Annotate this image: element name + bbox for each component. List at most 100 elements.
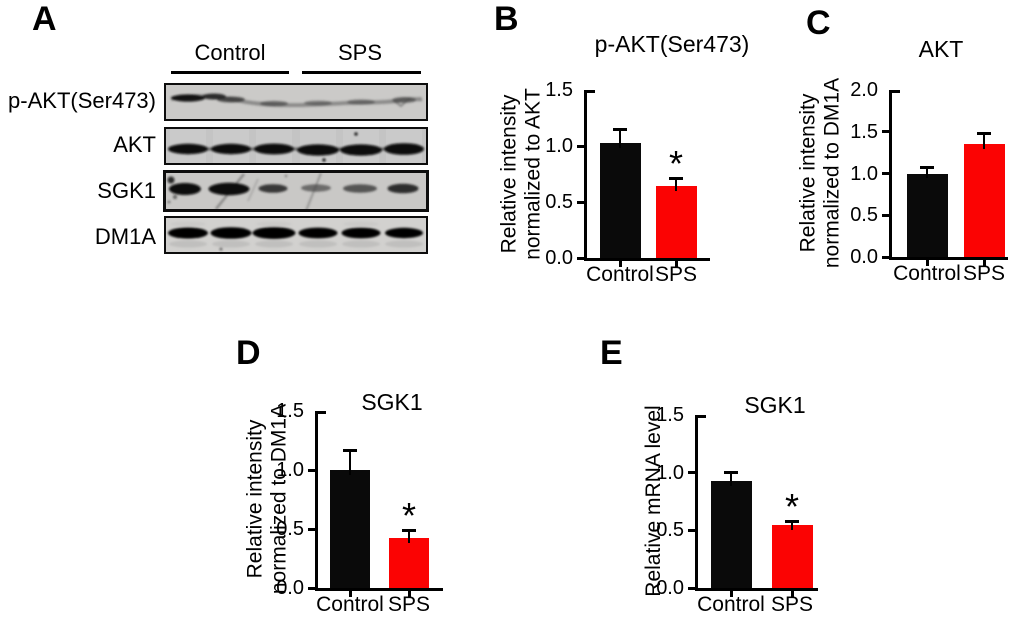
chart-E-y-tick-label: 1.0 [656,461,684,484]
chart-E-bar-sps [771,524,813,588]
chart-D-y-tick-label: 0.0 [276,577,304,599]
blot-row-label-sgk1: SGK1 [97,178,156,203]
chart-E-y-axis-label-line: Relative mRNA level [642,405,666,597]
chart-C-title: AKT [918,36,964,62]
chart-B-y-axis-top-tick [584,90,595,93]
chart-C-x-label-sps: SPS [962,262,1006,285]
chart-E-y-tick [688,528,695,532]
chart-D-significance-sps: * [401,495,416,537]
blot-bands-sgk1 [167,173,419,209]
chart-C-error-cap-control [920,165,934,169]
chart-E-x-tick [790,591,794,597]
chart-C-x-label-control: Control [893,262,961,285]
chart-C-y-tick-label: 1.5 [850,120,878,143]
blot-group-label-sps: SPS [337,40,383,65]
chart-E-y-axis-label: Relative mRNA level [642,405,666,596]
chart-D-y-axis-top-tick [315,411,326,414]
chart-B-error-cap-sps [669,177,683,181]
chart-B-error-cap-control [613,128,627,132]
chart-D-y-axis [315,411,318,591]
chart-E-y-axis-top-tick [695,415,706,418]
chart-E-error-cap-control [724,470,738,474]
blot-image-sgk1 [163,170,429,212]
chart-D-error-cap-sps [402,529,416,533]
chart-D-x-tick [348,591,352,597]
chart-B-title: p-AKT(Ser473) [594,31,750,57]
chart-E-error-cap-sps [785,520,799,524]
chart-D-y-tick [308,468,315,472]
chart-C-bar-sps [963,144,1005,257]
chart-C-y-axis-top-tick [889,90,900,93]
chart-B-x-tick [618,261,622,267]
chart-E-x-label-control: Control [697,593,765,616]
chart-E-significance-sps: * [784,486,799,528]
panel-label-b: B [494,0,519,38]
chart-D-y-axis-label: Relative intensity normalized to DM1A [243,404,290,594]
chart-E-y-axis [695,415,698,591]
chart-C-y-tick [882,213,889,217]
chart-D-x-axis [315,588,443,591]
chart-E-error-bar-sps [790,521,794,530]
chart-D-y-tick-label: 0.5 [276,518,304,540]
chart-D-error-bar-sps [407,530,411,544]
chart-E-y-tick-label: 0.0 [656,577,684,599]
chart-B-y-axis [584,90,587,261]
blot-bands-dm1a [168,221,423,251]
chart-D-y-tick-label: 1.0 [276,459,304,481]
chart-B-y-axis-label-line: normalized to AKT [521,88,544,260]
chart-B-y-axis-label-line: Relative intensity [497,94,521,254]
chart-C-y-tick-label: 0.0 [850,246,878,268]
blot-image-dm1a [164,216,428,254]
chart-C-y-axis [889,90,892,260]
blot-image-akt [164,127,428,165]
chart-C-y-tick [882,255,889,259]
chart-E-y-tick [688,586,695,590]
sps-group-underline [302,71,421,74]
chart-E-x-axis [695,588,818,591]
chart-B-x-label-control: Control [586,263,654,286]
blot-group-label-control: Control [194,40,266,65]
chart-E-x-label-sps: SPS [770,593,814,616]
chart-C-y-tick [882,172,889,175]
chart-B-y-tick-label: 1.5 [545,79,573,101]
chart-E-bar-control [710,480,752,588]
panel-label-e: E [600,334,623,372]
chart-D-bar-control [330,470,370,588]
chart-D-error-cap-control [343,448,357,452]
chart-B-y-tick [577,144,584,148]
chart-C-error-cap-sps [977,132,991,136]
chart-C-error-bar-control [925,166,929,179]
chart-C-x-tick [925,260,929,266]
chart-B-y-tick-label: 0.0 [545,247,573,269]
chart-D-x-label-sps: SPS [387,593,431,616]
chart-B-error-bar-sps [674,178,678,192]
blot-row-label-pakt: p-AKT(Ser473) [8,88,156,113]
chart-E-y-tick-label: 1.5 [656,404,684,426]
chart-D-x-label-control: Control [316,593,384,616]
chart-D-y-axis-label-line: normalized to DM1A [267,403,290,595]
blot-row-label-dm1a: DM1A [94,224,156,249]
chart-C-x-tick [982,260,986,266]
chart-D-bar-sps [389,538,429,588]
chart-B-x-label-sps: SPS [654,263,698,286]
chart-C-y-axis-label-line: Relative intensity [796,93,820,253]
chart-E-x-tick [729,591,733,597]
chart-B-x-axis [584,258,710,261]
chart-B-y-axis-label: Relative intensity normalized to AKT [497,88,544,260]
panel-label-c: C [806,4,831,42]
blot-bands-pakt [170,93,423,108]
panel-label-d: D [236,334,261,372]
chart-E-error-bar-control [729,471,733,486]
chart-B-bar-sps [655,186,697,258]
chart-C-y-tick-label: 2.0 [850,79,878,101]
chart-D-title: SGK1 [361,389,423,415]
chart-B-significance-sps: * [668,143,683,185]
chart-B-y-tick-label: 1.0 [545,135,573,157]
chart-E-y-tick-label: 0.5 [656,519,684,542]
chart-C-error-bar-sps [982,133,986,150]
chart-D-y-tick-label: 1.5 [276,400,304,422]
chart-E-y-tick [688,471,695,475]
chart-C-y-tick-label: 0.5 [850,204,878,227]
chart-D-y-axis-label-line: Relative intensity [243,419,267,579]
